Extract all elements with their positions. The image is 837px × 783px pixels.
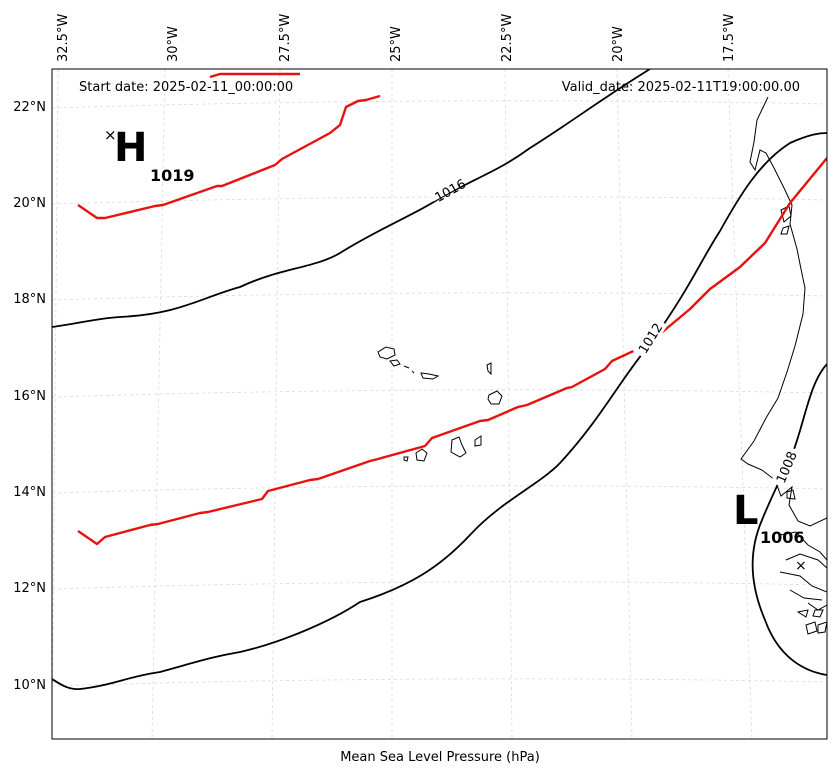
lon-tick-label: 30°W — [166, 26, 181, 62]
isobar-1016 — [52, 69, 651, 328]
red-contour-north — [77, 94, 381, 220]
parallel-line — [52, 581, 827, 590]
lon-tick-label: 27.5°W — [278, 14, 293, 62]
island-santiago — [450, 436, 467, 458]
coastlines — [377, 96, 827, 635]
start-date-label: Start date: 2025-02-11_00:00:00 — [79, 80, 293, 95]
lon-tick-label: 25°W — [389, 26, 404, 62]
coast-islet — [786, 489, 796, 500]
red-contours — [77, 72, 827, 546]
longitude-tick-labels: 32.5°W 30°W 27.5°W 25°W 22.5°W 20°W 17.5… — [56, 14, 737, 62]
lat-tick-label: 18°N — [13, 292, 46, 307]
island-santa-luzia — [403, 365, 410, 369]
lat-tick-label: 14°N — [13, 485, 46, 500]
island-sao-vicente — [389, 359, 401, 367]
lat-tick-label: 10°N — [13, 678, 46, 693]
island-islet — [411, 370, 415, 374]
island-boa-vista — [487, 390, 503, 405]
island-sal — [486, 362, 492, 376]
island-fogo — [415, 448, 428, 462]
high-pressure-value: 1019 — [150, 166, 195, 185]
isobar-1012 — [52, 132, 827, 690]
high-center-marker: × — [104, 126, 117, 144]
meridian-line — [151, 69, 166, 739]
map-frame — [51, 68, 828, 740]
coast-islet — [780, 225, 790, 235]
graticule — [52, 69, 827, 739]
meridian-line — [504, 69, 513, 739]
parallel-line — [52, 292, 827, 301]
island-brava — [403, 456, 409, 462]
parallel-line — [52, 196, 827, 205]
parallel-line — [52, 678, 827, 687]
red-contour-south — [77, 157, 827, 546]
lat-tick-label: 16°N — [13, 389, 46, 404]
lat-tick-label: 22°N — [13, 100, 46, 115]
lat-tick-label: 12°N — [13, 581, 46, 596]
island-santo-antao — [377, 346, 396, 360]
latitude-tick-labels: 22°N 20°N 18°N 16°N 14°N 12°N 10°N — [13, 100, 46, 693]
lon-tick-label: 22.5°W — [500, 14, 515, 62]
lon-tick-label: 32.5°W — [56, 14, 71, 62]
bijagos-islands — [796, 609, 827, 635]
parallel-line — [52, 389, 827, 398]
meridian-line — [616, 69, 633, 739]
meridian-line — [727, 69, 753, 739]
lon-tick-label: 20°W — [611, 26, 626, 62]
island-maio — [474, 435, 482, 447]
parallel-line — [52, 485, 827, 494]
lon-tick-label: 17.5°W — [722, 14, 737, 62]
meridian-line — [52, 69, 59, 739]
isobar-1008 — [751, 363, 827, 676]
parallel-line — [52, 100, 827, 109]
meridian-line — [271, 69, 281, 739]
isobars — [52, 69, 827, 690]
guinea-bissau-coast — [779, 531, 827, 611]
red-contour-north-top — [209, 72, 300, 79]
low-pressure-letter: L — [733, 488, 759, 534]
west-africa-coastline — [740, 96, 827, 527]
low-pressure-value: 1006 — [760, 528, 805, 547]
island-sao-nicolau — [420, 372, 440, 380]
low-center-marker: × — [795, 558, 807, 574]
high-pressure-letter: H — [114, 125, 147, 171]
valid-date-label: Valid_date: 2025-02-11T19:00:00.00 — [562, 80, 800, 95]
lat-tick-label: 20°N — [13, 196, 46, 211]
x-axis-label: Mean Sea Level Pressure (hPa) — [340, 750, 540, 765]
